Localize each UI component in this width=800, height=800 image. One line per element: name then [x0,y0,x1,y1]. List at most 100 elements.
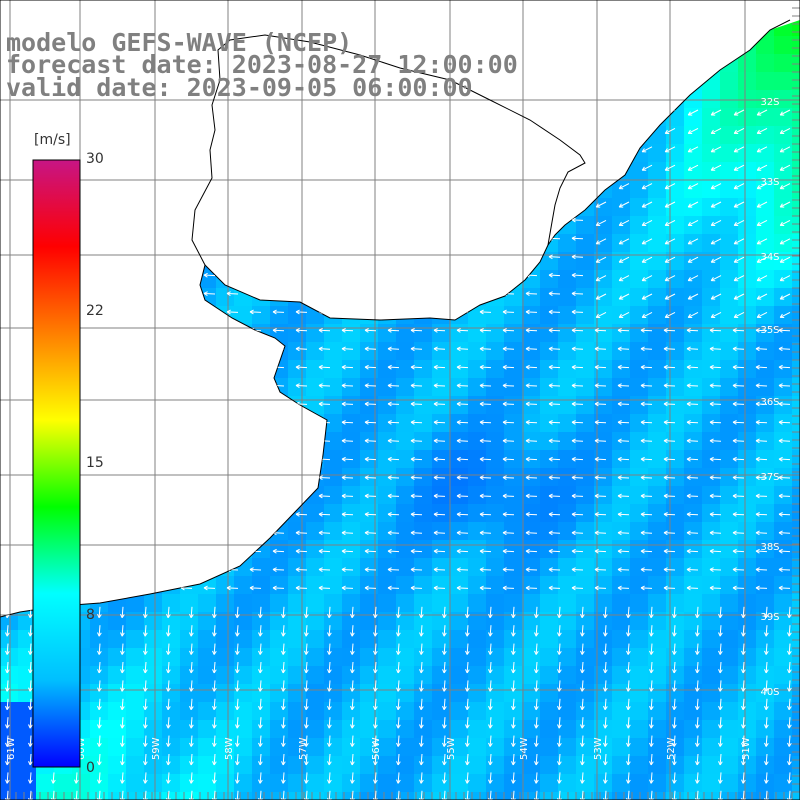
wind-arrow [364,530,377,536]
colorbar [32,159,81,768]
wind-arrow [502,438,515,444]
wind-arrow [618,256,630,263]
wind-arrow [479,401,492,407]
wind-arrow [617,438,630,444]
wind-arrow [442,680,447,692]
wind-arrow [756,127,768,135]
wind-arrow [295,309,308,315]
wind-arrow [97,606,102,619]
wind-arrow [709,328,722,333]
wind-arrow [741,680,746,692]
wind-arrow [664,293,676,300]
wind-arrow [433,530,446,536]
wind-arrow [787,735,792,747]
wind-arrow [732,383,745,388]
wind-arrow [350,661,355,674]
wind-arrow [709,512,722,517]
wind-arrow [387,512,400,517]
wind-arrow [456,493,469,499]
wind-arrow [687,127,699,135]
wind-arrow [571,548,584,554]
wind-arrow [626,772,631,784]
wind-arrow [594,438,607,444]
wind-arrow [580,717,585,729]
wind-arrow [373,717,378,729]
wind-arrow [709,493,722,499]
wind-arrow [465,643,470,655]
wind-arrow [709,438,722,444]
wind-arrow [456,475,469,480]
wind-arrow [166,717,171,729]
wind-arrow [189,680,194,692]
wind-arrow [686,438,699,444]
wind-arrow [488,606,493,619]
wind-arrow [120,717,125,729]
wind-arrow [235,643,240,655]
wind-arrow [571,567,584,572]
wind-arrow [189,698,194,711]
wind-arrow [341,585,354,591]
wind-arrow [97,735,102,747]
wind-arrow [779,293,791,300]
wind-arrow [603,772,608,784]
wind-arrow [718,625,723,637]
wind-arrow [272,548,285,554]
wind-arrow [143,717,148,729]
wind-arrow [120,698,125,711]
wind-arrow [571,309,584,315]
wind-arrow [511,735,516,747]
wind-arrow [641,201,653,208]
wind-arrow [235,680,240,692]
latitude-labels: 32S 33S 34S 35S 36S 37S 38S 39S 40S [760,97,779,698]
wind-arrow [304,680,309,692]
wind-arrow [732,585,745,591]
wind-arrow [166,661,171,674]
wind-arrow [364,512,377,517]
wind-arrow [281,680,286,692]
wind-arrow [580,698,585,711]
wind-arrow [709,475,722,480]
wind-arrow [212,643,217,655]
wind-arrow [594,548,607,554]
wind-arrow [787,625,792,637]
valid-date: valid date: 2023-09-05 06:00:00 [6,73,473,102]
wind-arrow [419,643,424,655]
wind-arrow [733,201,745,208]
wind-arrow [203,291,216,296]
wind-arrow [618,201,630,208]
wind-arrow [626,625,631,637]
wind-arrow [756,109,768,116]
wind-arrow [327,661,332,674]
wind-arrow [410,493,423,499]
wind-arrow [120,735,125,747]
wind-arrow [695,735,700,747]
wind-arrow [664,127,676,135]
wind-arrow [5,625,10,637]
wind-arrow [778,346,791,352]
wind-arrow [779,275,791,282]
wind-arrow [710,275,722,282]
wind-arrow [640,567,653,572]
wind-arrow [571,512,584,517]
wind-arrow [557,643,562,655]
wind-arrow [456,512,469,517]
wind-arrow [741,753,746,766]
wind-arrow [419,625,424,637]
wind-arrow [350,772,355,784]
wind-arrow [756,146,768,153]
wind-arrow [410,328,423,333]
wind-arrow [410,401,423,407]
wind-arrow [488,753,493,766]
wind-arrow [419,753,424,766]
wind-arrow [488,735,493,747]
wind-arrow [687,164,699,171]
wind-arrow [603,717,608,729]
wind-arrow [672,753,677,766]
wind-arrow [687,275,699,282]
wind-arrow [686,512,699,517]
wind-arrow [5,772,10,784]
wind-arrow [779,127,791,135]
wind-arrow [364,364,377,370]
wind-arrow [456,364,469,370]
wind-arrow [456,567,469,572]
